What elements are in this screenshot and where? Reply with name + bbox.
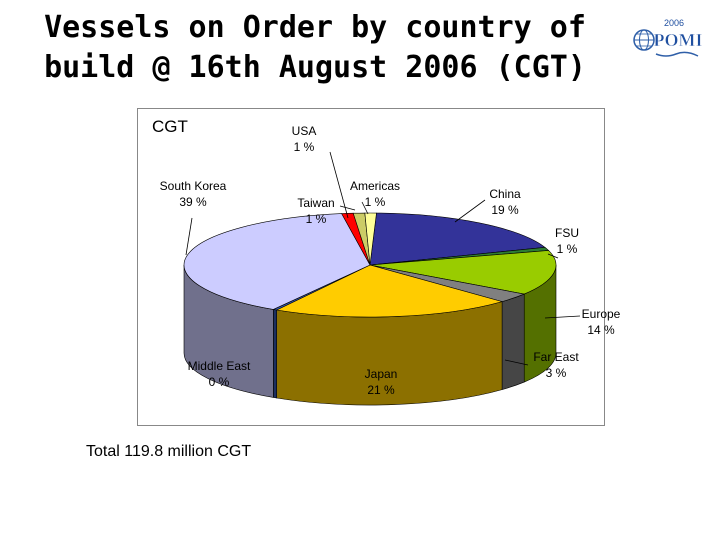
leader-taiwan <box>339 205 356 211</box>
slice-china <box>369 212 546 266</box>
logo-year: 2006 <box>664 18 684 28</box>
value-americas: 1 % <box>365 195 386 209</box>
slice-americas <box>364 212 377 266</box>
value-taiwan: 1 % <box>306 212 327 226</box>
value-middle-east: 0 % <box>209 375 230 389</box>
leader-china <box>454 199 486 223</box>
leader-lines <box>185 151 581 366</box>
label-south-korea: South Korea <box>160 179 227 193</box>
leader-south-korea <box>185 217 193 256</box>
value-usa: 1 % <box>294 140 315 154</box>
label-americas: Americas <box>350 179 400 193</box>
label-usa: USA <box>292 124 317 138</box>
title-line-2: build @ 16th August 2006 (CGT) <box>44 50 586 85</box>
slice-side-far-east <box>501 293 525 391</box>
leader-americas <box>361 201 369 215</box>
chart-frame <box>137 108 605 426</box>
logo-text: POMI <box>654 30 703 50</box>
slice-japan <box>275 264 504 318</box>
chart-title: CGT <box>152 117 188 136</box>
label-taiwan: Taiwan <box>297 196 334 210</box>
leader-usa <box>329 151 349 219</box>
value-japan: 21 % <box>367 383 395 397</box>
leader-europe <box>544 315 581 319</box>
slice-south-korea <box>183 213 371 310</box>
title-line-1: Vessels on Order by country of <box>44 10 586 45</box>
label-japan: Japan <box>365 367 398 381</box>
label-fsu: FSU <box>555 226 579 240</box>
value-far-east: 3 % <box>546 366 567 380</box>
value-china: 19 % <box>491 203 519 217</box>
value-fsu: 1 % <box>557 242 578 256</box>
leader-fsu <box>547 253 559 259</box>
value-europe: 14 % <box>587 323 615 337</box>
globe-icon <box>633 29 655 51</box>
label-middle-east: Middle East <box>188 359 251 373</box>
slice-side-middle-east <box>273 309 278 399</box>
label-far-east: Far East <box>533 350 579 364</box>
total-caption: Total 119.8 million CGT <box>86 443 252 460</box>
slice-europe <box>369 250 557 295</box>
slice-labels: China 19 % FSU 1 % Europe 14 % Far East 3 % Japa… <box>160 124 621 397</box>
label-china: China <box>489 187 521 201</box>
pie-tops <box>183 212 557 318</box>
leader-far-east <box>504 359 529 366</box>
value-south-korea: 39 % <box>179 195 207 209</box>
conference-logo: 2006 POMI <box>632 14 704 64</box>
page-title: Vessels on Order by country of build @ 1… <box>0 8 630 88</box>
label-europe: Europe <box>582 307 621 321</box>
